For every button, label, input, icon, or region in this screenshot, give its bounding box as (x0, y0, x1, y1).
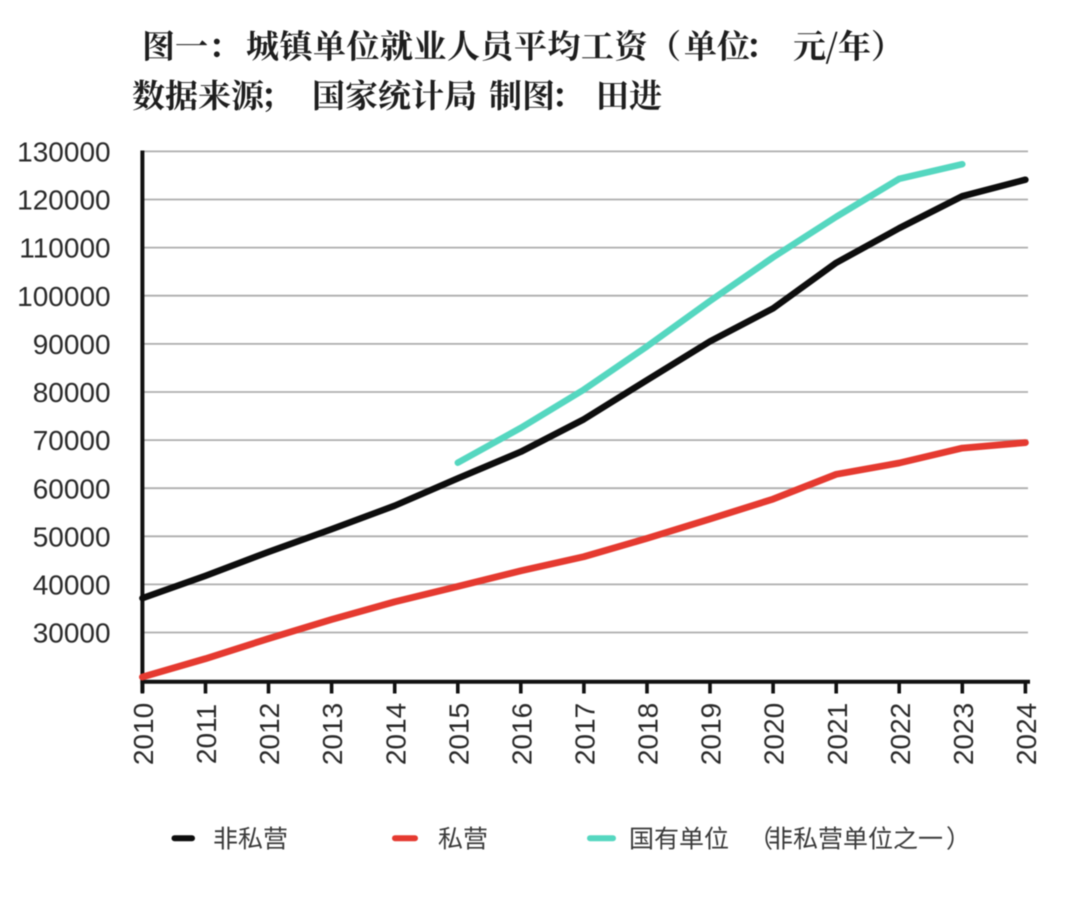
svg-text:2017: 2017 (570, 703, 601, 765)
svg-text:2013: 2013 (317, 703, 348, 765)
svg-text:2014: 2014 (380, 703, 411, 765)
svg-text:2011: 2011 (191, 704, 222, 764)
svg-text:2012: 2012 (254, 703, 285, 765)
svg-text:2021: 2021 (822, 703, 853, 765)
svg-text:100000: 100000 (17, 281, 110, 312)
svg-text:120000: 120000 (17, 185, 110, 216)
svg-text:90000: 90000 (33, 329, 111, 360)
svg-text:40000: 40000 (33, 570, 111, 601)
svg-text:2024: 2024 (1011, 703, 1042, 765)
svg-text:2010: 2010 (128, 703, 159, 765)
svg-text:2018: 2018 (633, 703, 664, 765)
svg-text:30000: 30000 (33, 618, 111, 649)
svg-text:2022: 2022 (885, 703, 916, 765)
svg-text:2020: 2020 (759, 703, 790, 765)
svg-text:70000: 70000 (33, 425, 111, 456)
svg-text:2016: 2016 (506, 703, 537, 765)
svg-text:80000: 80000 (33, 377, 111, 408)
svg-text:2023: 2023 (948, 703, 979, 765)
svg-text:110000: 110000 (19, 233, 110, 264)
svg-text:50000: 50000 (33, 521, 111, 552)
svg-text:2019: 2019 (696, 703, 727, 765)
svg-text:2015: 2015 (443, 703, 474, 765)
svg-text:60000: 60000 (33, 473, 111, 504)
svg-text:130000: 130000 (17, 137, 110, 168)
